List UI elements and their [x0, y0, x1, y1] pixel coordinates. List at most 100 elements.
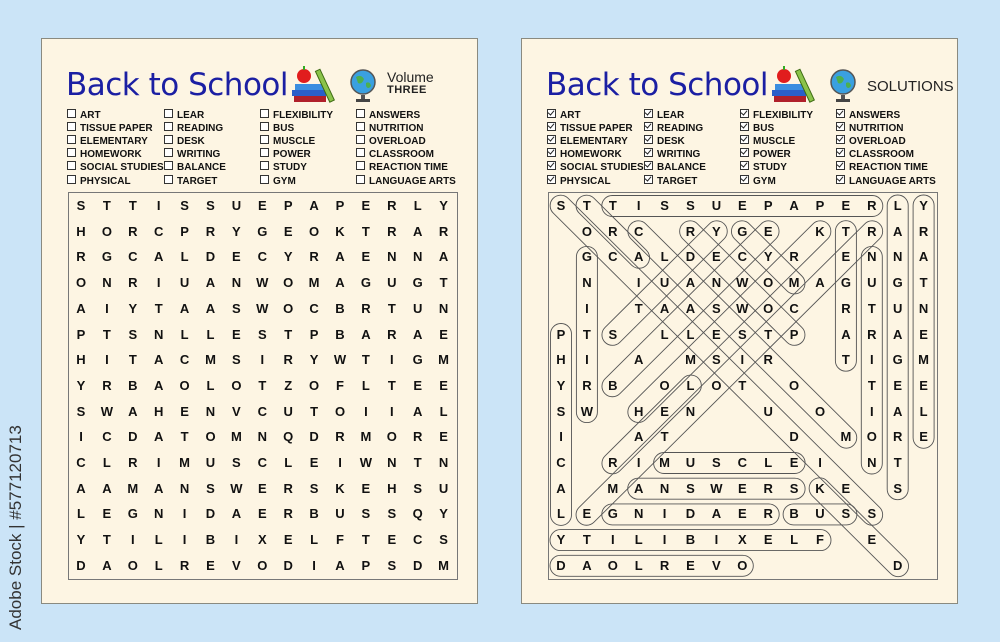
- grid-letter[interactable]: I: [585, 352, 589, 368]
- grid-letter[interactable]: R: [918, 223, 929, 239]
- grid-letter[interactable]: A: [789, 198, 799, 213]
- word-list-item[interactable]: BUS: [260, 122, 294, 134]
- grid-letter[interactable]: S: [439, 532, 448, 548]
- grid-letter[interactable]: O: [814, 403, 826, 419]
- grid-letter[interactable]: W: [736, 300, 749, 316]
- checkbox[interactable]: [644, 135, 653, 145]
- checkbox[interactable]: [260, 148, 269, 158]
- grid-letter[interactable]: R: [102, 377, 112, 393]
- grid-letter[interactable]: N: [892, 249, 903, 265]
- grid-letter[interactable]: A: [633, 429, 644, 445]
- grid-letter[interactable]: T: [258, 377, 267, 393]
- grid-letter[interactable]: S: [206, 480, 215, 496]
- grid-letter[interactable]: N: [412, 249, 423, 265]
- word-list-item[interactable]: TARGET: [164, 174, 217, 187]
- checkbox[interactable]: [740, 174, 749, 184]
- grid-letter[interactable]: C: [608, 249, 618, 265]
- grid-letter[interactable]: S: [387, 506, 397, 522]
- grid-letter[interactable]: V: [712, 557, 721, 573]
- grid-letter[interactable]: L: [764, 455, 773, 470]
- grid-letter[interactable]: G: [360, 275, 371, 291]
- checkbox[interactable]: [740, 148, 749, 158]
- grid-letter[interactable]: L: [154, 557, 163, 573]
- grid-letter[interactable]: N: [179, 480, 190, 496]
- checkbox[interactable]: [260, 161, 269, 171]
- grid-letter[interactable]: Q: [412, 506, 423, 522]
- word-list-item[interactable]: TISSUE PAPER: [67, 122, 153, 134]
- grid-letter[interactable]: T: [102, 532, 111, 548]
- grid-letter[interactable]: R: [867, 198, 877, 213]
- grid-letter[interactable]: R: [387, 198, 397, 213]
- checkbox[interactable]: [260, 122, 269, 132]
- grid-letter[interactable]: D: [205, 249, 216, 265]
- word-list-item[interactable]: READING: [164, 122, 223, 134]
- grid-letter[interactable]: E: [582, 506, 592, 522]
- grid-letter[interactable]: V: [232, 557, 241, 573]
- grid-letter[interactable]: W: [333, 352, 347, 368]
- grid-letter[interactable]: U: [711, 198, 722, 213]
- grid-letter[interactable]: M: [788, 275, 800, 291]
- grid-letter[interactable]: U: [412, 300, 423, 316]
- grid-letter[interactable]: A: [231, 506, 242, 522]
- grid-letter[interactable]: T: [919, 275, 928, 291]
- grid-letter[interactable]: T: [310, 403, 319, 419]
- grid-letter[interactable]: K: [815, 480, 825, 496]
- grid-letter[interactable]: S: [686, 198, 695, 213]
- grid-letter[interactable]: A: [205, 275, 216, 291]
- grid-letter[interactable]: S: [608, 326, 618, 342]
- grid-letter[interactable]: C: [309, 300, 319, 316]
- grid-letter[interactable]: W: [230, 480, 243, 496]
- grid-letter[interactable]: A: [153, 429, 164, 445]
- grid-letter[interactable]: I: [105, 352, 109, 368]
- word-list-item[interactable]: LEAR: [644, 109, 684, 121]
- checkbox[interactable]: [164, 148, 173, 158]
- grid-letter[interactable]: I: [636, 275, 641, 291]
- grid-letter[interactable]: G: [892, 275, 903, 291]
- grid-letter[interactable]: C: [633, 223, 644, 239]
- grid-letter[interactable]: L: [180, 326, 189, 342]
- grid-letter[interactable]: A: [582, 557, 592, 573]
- checkbox[interactable]: [260, 174, 269, 184]
- grid-letter[interactable]: A: [153, 480, 164, 496]
- grid-letter[interactable]: O: [309, 377, 320, 393]
- checkbox[interactable]: [547, 109, 556, 118]
- grid-letter[interactable]: N: [685, 403, 696, 419]
- word-list-item[interactable]: ELEMENTARY: [547, 135, 628, 147]
- grid-letter[interactable]: A: [892, 326, 903, 342]
- grid-letter[interactable]: N: [582, 275, 592, 291]
- checkbox[interactable]: [164, 161, 173, 171]
- checkbox[interactable]: [836, 174, 845, 184]
- grid-letter[interactable]: H: [387, 480, 397, 496]
- grid-letter[interactable]: L: [102, 455, 111, 470]
- grid-letter[interactable]: E: [737, 506, 747, 522]
- grid-letter[interactable]: S: [737, 326, 747, 342]
- grid-letter[interactable]: A: [128, 403, 138, 419]
- grid-letter[interactable]: I: [156, 198, 161, 213]
- grid-letter[interactable]: K: [335, 480, 345, 496]
- checkbox[interactable]: [67, 122, 76, 132]
- checkbox[interactable]: [836, 122, 845, 132]
- grid-letter[interactable]: W: [256, 275, 269, 291]
- grid-letter[interactable]: R: [283, 480, 293, 496]
- word-list-item[interactable]: LEAR: [164, 109, 204, 121]
- grid-letter[interactable]: Y: [712, 223, 721, 239]
- grid-letter[interactable]: P: [309, 326, 319, 342]
- grid-letter[interactable]: L: [557, 506, 565, 522]
- grid-letter[interactable]: S: [712, 455, 721, 470]
- grid-letter[interactable]: P: [361, 557, 371, 573]
- checkbox[interactable]: [547, 174, 556, 184]
- grid-letter[interactable]: I: [869, 403, 874, 419]
- grid-letter[interactable]: R: [841, 300, 851, 316]
- grid-letter[interactable]: T: [154, 300, 163, 316]
- grid-letter[interactable]: D: [789, 429, 799, 445]
- grid-letter[interactable]: I: [636, 198, 641, 213]
- grid-letter[interactable]: N: [711, 275, 722, 291]
- grid-letter[interactable]: T: [867, 377, 876, 393]
- word-list-item[interactable]: PHYSICAL: [67, 174, 131, 187]
- checkbox[interactable]: [644, 148, 653, 158]
- checkbox[interactable]: [836, 109, 845, 118]
- grid-letter[interactable]: S: [206, 198, 215, 213]
- grid-letter[interactable]: R: [659, 557, 670, 573]
- grid-letter[interactable]: D: [309, 429, 319, 445]
- grid-letter[interactable]: V: [232, 403, 241, 419]
